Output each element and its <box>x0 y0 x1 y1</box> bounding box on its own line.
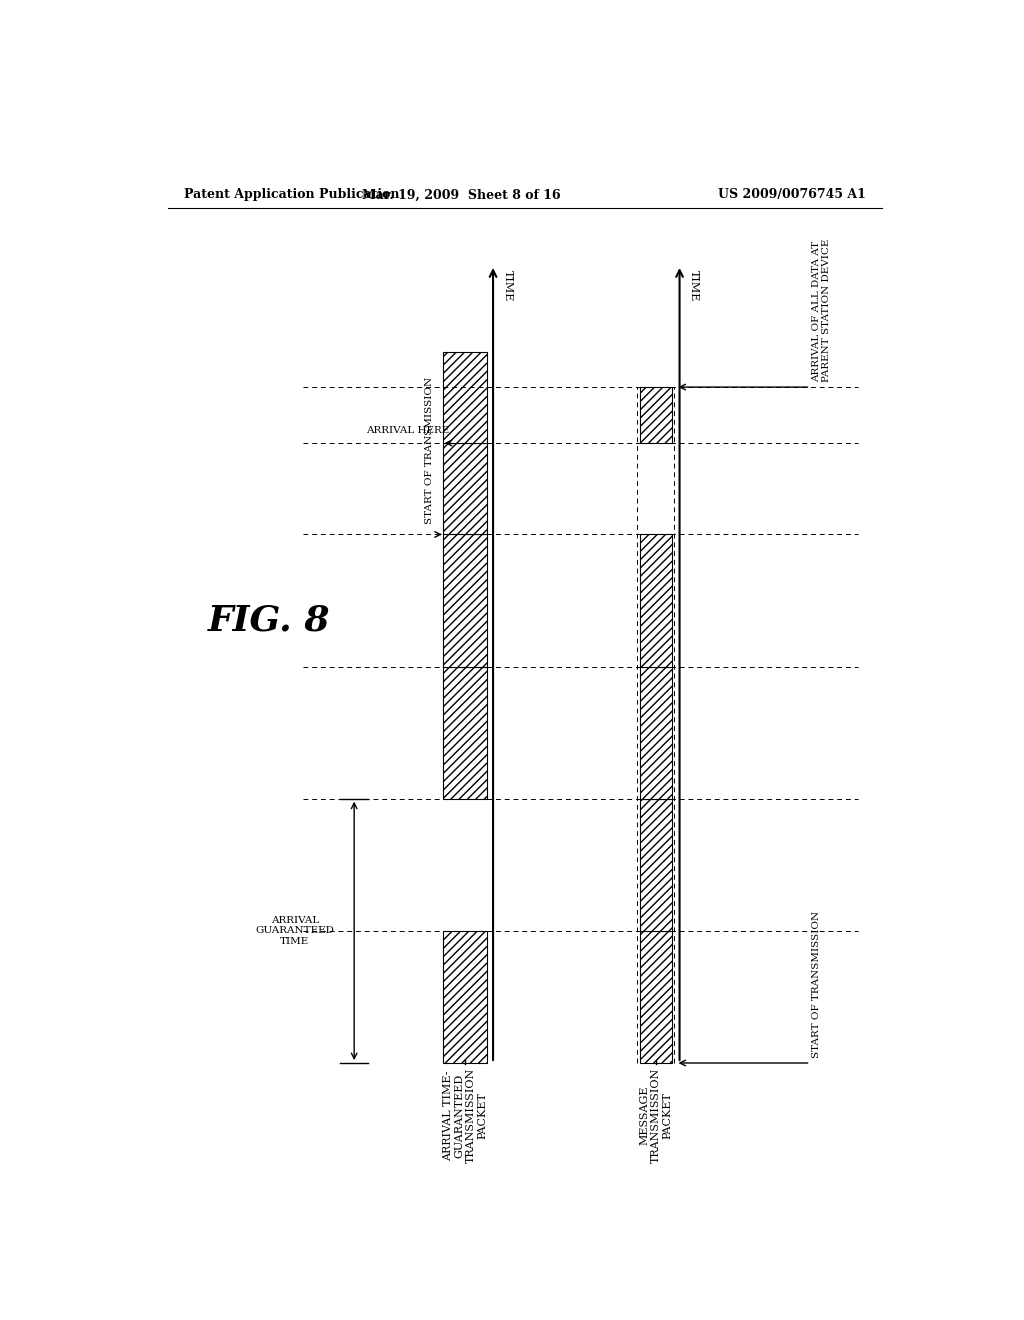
Text: START OF TRANSMISSION: START OF TRANSMISSION <box>812 911 821 1057</box>
Bar <box>640 667 672 799</box>
Text: START OF TRANSMISSION: START OF TRANSMISSION <box>425 378 433 524</box>
Text: ARRIVAL OF ALL DATA AT
PARENT STATION DEVICE: ARRIVAL OF ALL DATA AT PARENT STATION DE… <box>812 239 831 381</box>
Bar <box>443 667 487 799</box>
Bar <box>640 931 672 1063</box>
Text: ARRIVAL
GUARANTEED
TIME: ARRIVAL GUARANTEED TIME <box>255 916 334 945</box>
Bar <box>443 535 487 667</box>
Bar <box>640 799 672 931</box>
Text: ARRIVAL HERE: ARRIVAL HERE <box>367 426 450 434</box>
Bar <box>640 387 672 444</box>
Bar <box>443 444 487 535</box>
Text: FIG. 8: FIG. 8 <box>207 603 330 638</box>
Text: Patent Application Publication: Patent Application Publication <box>183 189 399 202</box>
Text: MESSAGE
TRANSMISSION
PACKET: MESSAGE TRANSMISSION PACKET <box>639 1068 673 1163</box>
Text: Mar. 19, 2009  Sheet 8 of 16: Mar. 19, 2009 Sheet 8 of 16 <box>362 189 560 202</box>
Text: TIME: TIME <box>689 271 699 301</box>
Bar <box>443 931 487 1063</box>
Text: TIME: TIME <box>503 271 513 301</box>
Text: ARRIVAL TIME-
GUARANTEED
TRANSMISSION
PACKET: ARRIVAL TIME- GUARANTEED TRANSMISSION PA… <box>442 1068 487 1163</box>
Bar <box>443 351 487 444</box>
Text: US 2009/0076745 A1: US 2009/0076745 A1 <box>718 189 866 202</box>
Bar <box>640 535 672 667</box>
